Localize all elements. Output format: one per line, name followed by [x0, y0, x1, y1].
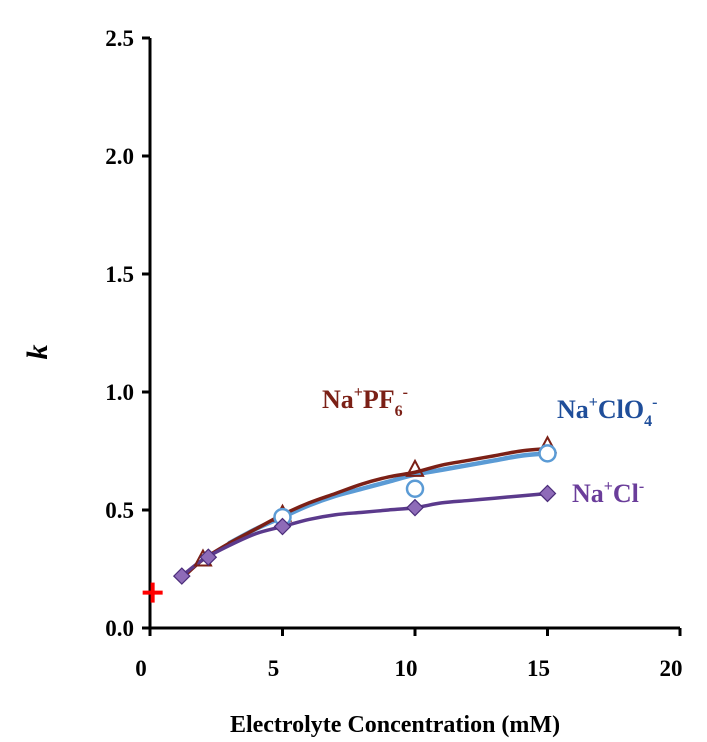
- y-tick-label: 2.5: [105, 26, 134, 51]
- series-label-part: ClO: [598, 395, 644, 424]
- y-axis-title: k: [21, 345, 54, 360]
- series-label-part: 6: [395, 403, 403, 420]
- x-tick-label: 5: [268, 656, 280, 681]
- diamond-marker: [172, 567, 191, 585]
- fit-curve-series-2: [180, 491, 550, 578]
- series-label-part: Na: [322, 385, 354, 414]
- diamond-marker: [406, 498, 424, 517]
- series-label-part: +: [354, 384, 363, 401]
- circle-marker: [538, 444, 557, 463]
- series-label-part: -: [652, 394, 657, 411]
- x-tick-label: 15: [527, 656, 550, 681]
- series-label-part: Na: [572, 479, 604, 508]
- y-tick-label: 2.0: [105, 144, 134, 169]
- y-tick-label: 0.0: [105, 616, 134, 641]
- series-label-part: -: [403, 384, 408, 401]
- triangle-marker: [405, 458, 425, 477]
- series-labels: Na+PF6-Na+ClO4-Na+Cl-: [322, 384, 657, 508]
- series-label-part: Cl: [613, 479, 639, 508]
- diamond-marker: [273, 517, 292, 536]
- circle-marker: [405, 479, 425, 499]
- y-tick-label: 1.0: [105, 380, 134, 405]
- series-label: Na+ClO4-: [557, 394, 657, 430]
- x-tick-label: 20: [660, 656, 683, 681]
- series-label-part: PF: [363, 385, 395, 414]
- series-label-part: 4: [644, 413, 652, 430]
- series-label-part: -: [639, 478, 644, 495]
- diamond-marker: [199, 548, 218, 567]
- series-label-part: Na: [557, 395, 589, 424]
- data-markers: [142, 435, 558, 603]
- series-label-part: +: [604, 478, 613, 495]
- x-tick-label: 0: [135, 656, 147, 681]
- x-axis-title: Electrolyte Concentration (mM): [230, 712, 560, 738]
- y-tick-label: 0.5: [105, 498, 134, 523]
- series-label: Na+Cl-: [572, 478, 644, 508]
- axes: 0 5 10 15 20 0.0 0.5 1.0 1.5 2.0 2.5: [105, 26, 682, 681]
- series-label-part: +: [589, 394, 598, 411]
- series-label: Na+PF6-: [322, 384, 408, 420]
- fit-curve-series-0: [180, 446, 550, 581]
- x-tick-label: 10: [395, 656, 418, 681]
- fit-curves: [180, 446, 550, 581]
- y-tick-label: 1.5: [105, 262, 134, 287]
- diamond-marker: [538, 484, 557, 503]
